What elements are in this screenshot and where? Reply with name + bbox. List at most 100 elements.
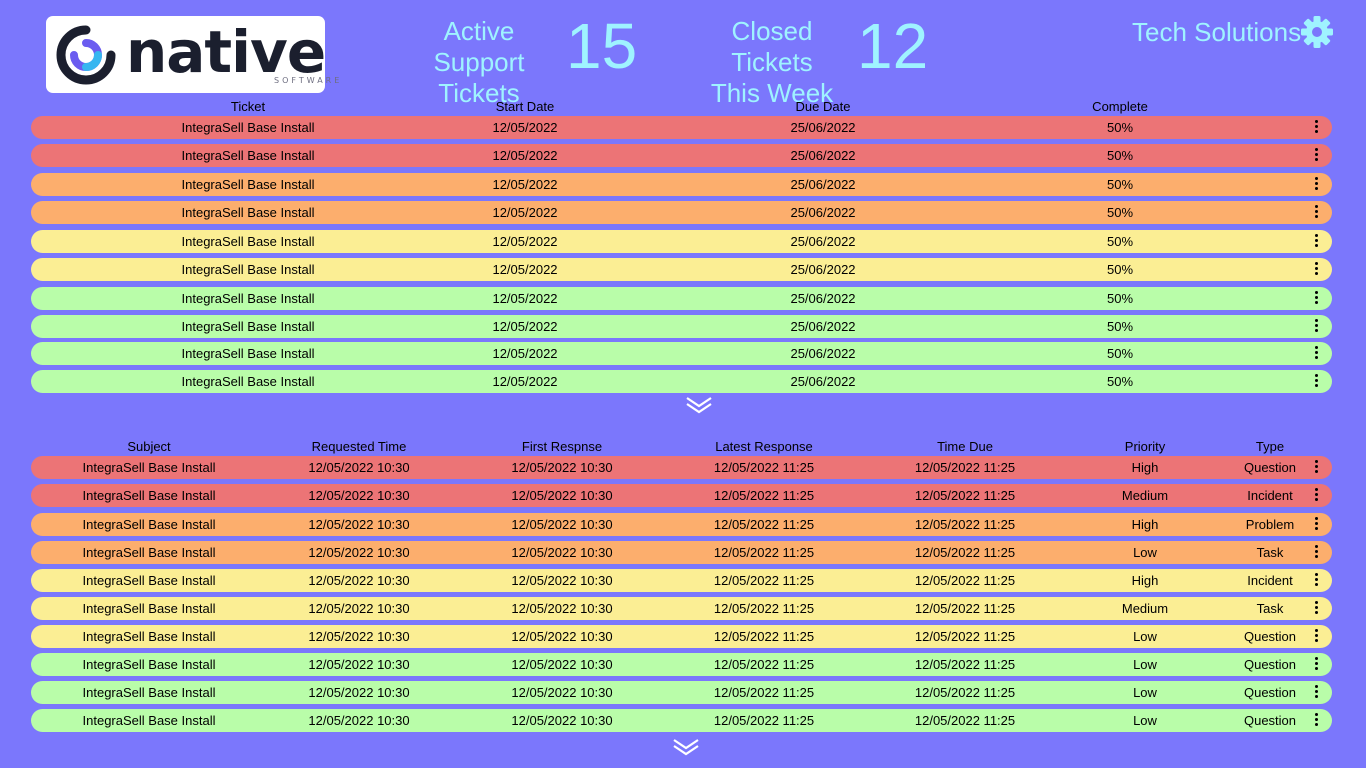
kebab-dot [1314, 384, 1318, 387]
kebab-dot [1314, 324, 1318, 327]
more-vertical-icon[interactable] [1310, 713, 1322, 729]
ticket-name-cell: IntegraSell Base Install [181, 319, 315, 334]
more-vertical-icon[interactable] [1310, 657, 1322, 673]
table-row[interactable]: IntegraSell Base Install 12/05/2022 25/06/… [31, 173, 1332, 196]
priority-cell: Low [1133, 713, 1157, 728]
more-vertical-icon[interactable] [1310, 460, 1322, 476]
table-row[interactable]: IntegraSell Base Install 12/05/2022 10:30… [31, 513, 1332, 536]
requested-time-cell: 12/05/2022 10:30 [308, 517, 410, 532]
table-row[interactable]: IntegraSell Base Install 12/05/2022 25/06/… [31, 230, 1332, 253]
kebab-dot [1314, 465, 1318, 468]
ticket-name-cell: IntegraSell Base Install [181, 205, 315, 220]
priority-cell: High [1131, 573, 1159, 588]
latest-response-cell: 12/05/2022 11:25 [713, 488, 815, 503]
table-row[interactable]: IntegraSell Base Install 12/05/2022 10:30… [31, 597, 1332, 620]
table-row[interactable]: IntegraSell Base Install 12/05/2022 25/06/… [31, 370, 1332, 393]
more-vertical-icon[interactable] [1310, 205, 1322, 221]
double-chevron-down-icon[interactable] [672, 738, 700, 756]
more-vertical-icon[interactable] [1310, 601, 1322, 617]
table-row[interactable]: IntegraSell Base Install 12/05/2022 25/06/… [31, 144, 1332, 167]
table-row[interactable]: IntegraSell Base Install 12/05/2022 10:30… [31, 681, 1332, 704]
more-vertical-icon[interactable] [1310, 234, 1322, 250]
kebab-dot [1314, 545, 1318, 548]
more-vertical-icon[interactable] [1310, 148, 1322, 164]
kebab-dot [1314, 573, 1318, 576]
kebab-dot [1314, 158, 1318, 161]
priority-cell: Medium [1121, 488, 1169, 503]
more-vertical-icon[interactable] [1310, 685, 1322, 701]
subject-cell: IntegraSell Base Install [82, 629, 216, 644]
kebab-dot [1314, 296, 1318, 299]
start-date-cell: 12/05/2022 [492, 374, 558, 389]
kebab-dot [1314, 153, 1318, 156]
requests-header-requested-time: Requested Time [311, 439, 407, 454]
table-row[interactable]: IntegraSell Base Install 12/05/2022 10:30… [31, 569, 1332, 592]
subject-cell: IntegraSell Base Install [82, 545, 216, 560]
kebab-dot [1314, 329, 1318, 332]
more-vertical-icon[interactable] [1310, 177, 1322, 193]
tickets-table-header: Ticket Start Date Due Date Complete [31, 99, 1332, 117]
requests-header-priority: Priority [1124, 439, 1166, 454]
time-due-cell: 12/05/2022 11:25 [914, 713, 1016, 728]
complete-cell: 50% [1106, 374, 1134, 389]
table-row[interactable]: IntegraSell Base Install 12/05/2022 10:30… [31, 709, 1332, 732]
table-row[interactable]: IntegraSell Base Install 12/05/2022 10:30… [31, 653, 1332, 676]
table-row[interactable]: IntegraSell Base Install 12/05/2022 25/06/… [31, 342, 1332, 365]
more-vertical-icon[interactable] [1310, 545, 1322, 561]
kebab-dot [1314, 379, 1318, 382]
requested-time-cell: 12/05/2022 10:30 [308, 573, 410, 588]
table-row[interactable]: IntegraSell Base Install 12/05/2022 25/06/… [31, 258, 1332, 281]
first-response-cell: 12/05/2022 10:30 [511, 685, 613, 700]
table-row[interactable]: IntegraSell Base Install 12/05/2022 25/06/… [31, 287, 1332, 310]
more-vertical-icon[interactable] [1310, 517, 1322, 533]
priority-cell: High [1131, 517, 1159, 532]
type-cell: Question [1243, 685, 1297, 700]
priority-cell: Low [1133, 657, 1157, 672]
native-logo-icon [56, 25, 116, 85]
kebab-dot [1314, 470, 1318, 473]
table-row[interactable]: IntegraSell Base Install 12/05/2022 10:30… [31, 541, 1332, 564]
kebab-dot [1314, 205, 1318, 208]
latest-response-cell: 12/05/2022 11:25 [713, 713, 815, 728]
kebab-dot [1314, 356, 1318, 359]
table-row[interactable]: IntegraSell Base Install 12/05/2022 25/06/… [31, 201, 1332, 224]
requested-time-cell: 12/05/2022 10:30 [308, 488, 410, 503]
kebab-dot [1314, 244, 1318, 247]
requests-header-time-due: Time Due [937, 439, 993, 454]
more-vertical-icon[interactable] [1310, 374, 1322, 390]
table-row[interactable]: IntegraSell Base Install 12/05/2022 10:30… [31, 484, 1332, 507]
requests-header-first-response: First Respnse [521, 439, 603, 454]
kebab-dot [1314, 639, 1318, 642]
time-due-cell: 12/05/2022 11:25 [914, 488, 1016, 503]
latest-response-cell: 12/05/2022 11:25 [713, 460, 815, 475]
table-row[interactable]: IntegraSell Base Install 12/05/2022 10:30… [31, 456, 1332, 479]
ticket-name-cell: IntegraSell Base Install [181, 177, 315, 192]
tickets-header-complete: Complete [1092, 99, 1148, 114]
kebab-dot [1314, 517, 1318, 520]
due-date-cell: 25/06/2022 [790, 262, 856, 277]
more-vertical-icon[interactable] [1310, 319, 1322, 335]
requested-time-cell: 12/05/2022 10:30 [308, 545, 410, 560]
table-row[interactable]: IntegraSell Base Install 12/05/2022 10:30… [31, 625, 1332, 648]
more-vertical-icon[interactable] [1310, 262, 1322, 278]
double-chevron-down-icon[interactable] [685, 396, 713, 414]
more-vertical-icon[interactable] [1310, 291, 1322, 307]
first-response-cell: 12/05/2022 10:30 [511, 629, 613, 644]
requested-time-cell: 12/05/2022 10:30 [308, 657, 410, 672]
more-vertical-icon[interactable] [1310, 346, 1322, 362]
table-row[interactable]: IntegraSell Base Install 12/05/2022 25/06/… [31, 315, 1332, 338]
requests-header-latest-response: Latest Response [715, 439, 813, 454]
more-vertical-icon[interactable] [1310, 488, 1322, 504]
more-vertical-icon[interactable] [1310, 573, 1322, 589]
kebab-dot [1314, 550, 1318, 553]
complete-cell: 50% [1106, 234, 1134, 249]
kebab-dot [1314, 690, 1318, 693]
type-cell: Task [1256, 601, 1284, 616]
more-vertical-icon[interactable] [1310, 629, 1322, 645]
gear-icon[interactable] [1300, 15, 1334, 49]
kebab-dot [1314, 374, 1318, 377]
table-row[interactable]: IntegraSell Base Install 12/05/2022 25/06/… [31, 116, 1332, 139]
tickets-header-due-date: Due Date [795, 99, 851, 114]
more-vertical-icon[interactable] [1310, 120, 1322, 136]
logo-subtitle: SOFTWARE [274, 76, 343, 85]
